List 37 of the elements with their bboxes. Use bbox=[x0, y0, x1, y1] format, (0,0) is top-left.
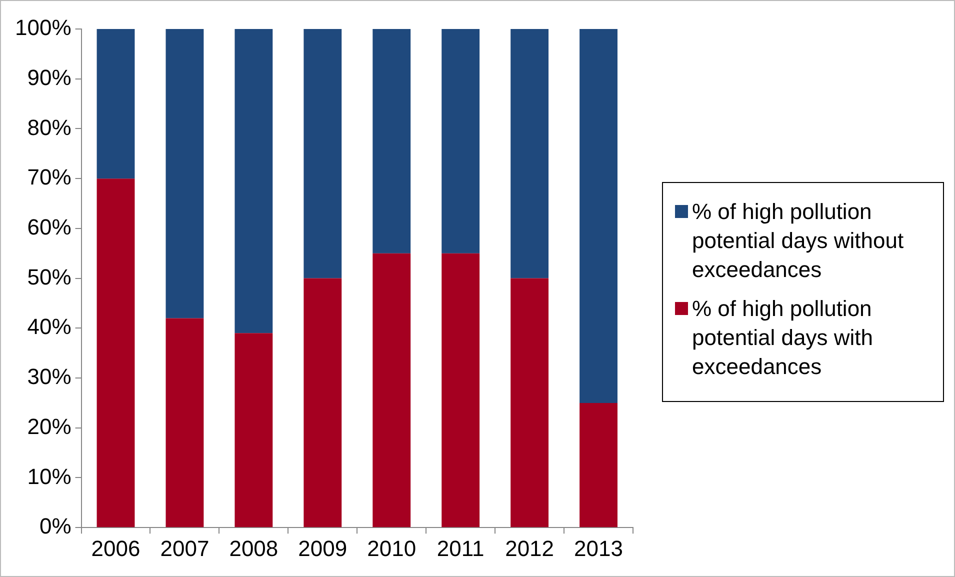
x-tick-label: 2006 bbox=[91, 536, 140, 561]
y-tick-label: 20% bbox=[27, 414, 72, 439]
bar bbox=[304, 278, 342, 528]
bar bbox=[234, 29, 273, 334]
x-tick-label: 2011 bbox=[436, 536, 484, 561]
x-tick-label: 2013 bbox=[574, 536, 623, 561]
y-tick-label: 0% bbox=[39, 514, 72, 539]
y-tick-label: 60% bbox=[27, 214, 72, 240]
bar bbox=[96, 178, 135, 528]
y-tick-label: 100% bbox=[14, 15, 72, 40]
x-tick-label: 2007 bbox=[160, 536, 210, 561]
x-tick-label: 2009 bbox=[298, 536, 348, 561]
bar bbox=[96, 29, 135, 179]
bar bbox=[166, 29, 204, 318]
legend-label: % of high pollution potential days with exceedances bbox=[692, 295, 874, 381]
bar bbox=[442, 253, 480, 528]
x-tick-label: 2008 bbox=[229, 536, 278, 561]
legend-label: % of high pollution potential days without exceedances bbox=[692, 198, 905, 284]
bar bbox=[580, 29, 618, 403]
y-tick-label: 10% bbox=[27, 464, 72, 489]
y-tick-label: 80% bbox=[27, 114, 72, 140]
bar bbox=[166, 318, 204, 528]
bar bbox=[510, 29, 549, 278]
y-tick-label: 40% bbox=[27, 314, 72, 340]
y-tick-label: 90% bbox=[27, 64, 72, 90]
bar bbox=[580, 402, 618, 528]
bar bbox=[234, 333, 273, 528]
y-tick-label: 70% bbox=[27, 164, 72, 190]
bar bbox=[372, 253, 411, 528]
bar bbox=[372, 29, 411, 254]
bar bbox=[510, 278, 549, 528]
y-tick-label: 50% bbox=[27, 264, 72, 290]
bar bbox=[304, 29, 342, 278]
x-tick-label: 2010 bbox=[367, 536, 416, 561]
bar bbox=[442, 29, 480, 254]
y-tick-label: 30% bbox=[27, 364, 72, 390]
x-tick-label: 2012 bbox=[505, 536, 554, 561]
